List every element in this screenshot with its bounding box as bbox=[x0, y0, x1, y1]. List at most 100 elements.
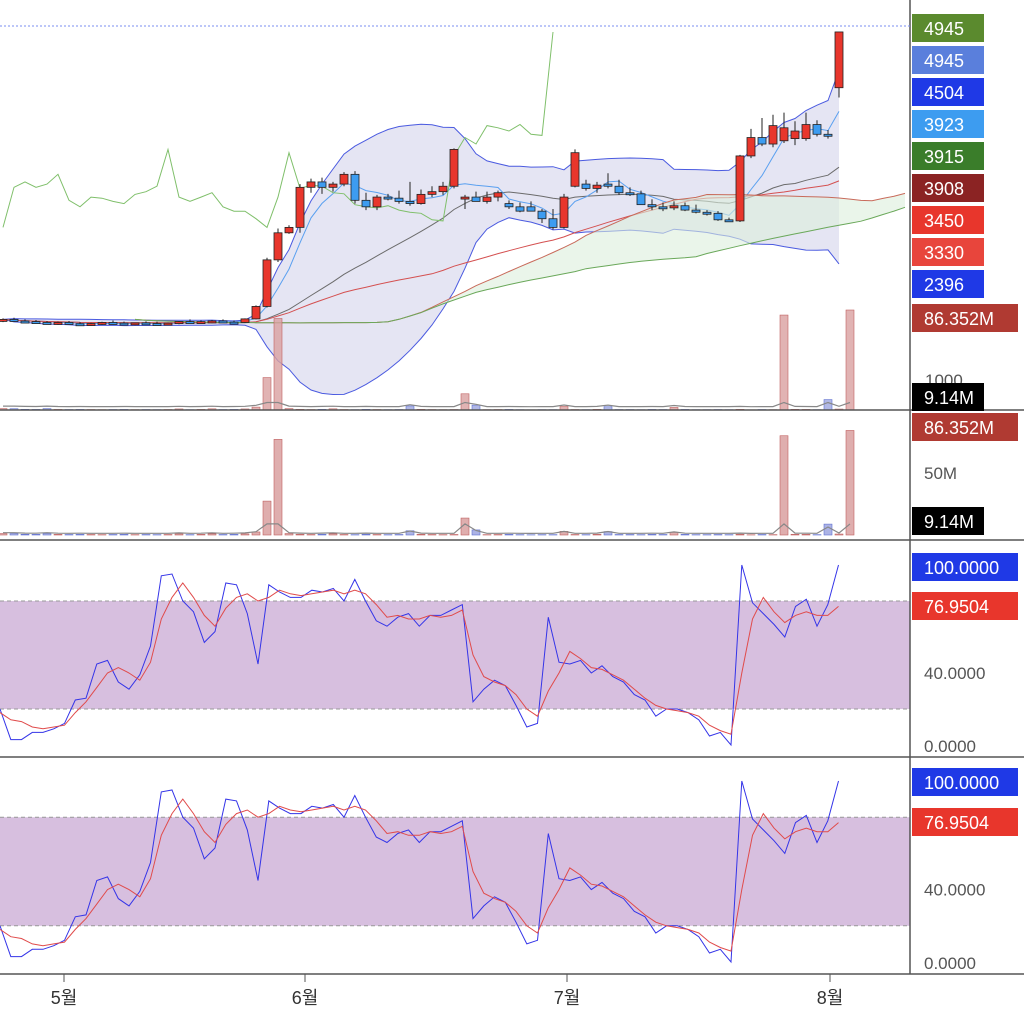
candle-body bbox=[636, 193, 646, 206]
candle-body bbox=[64, 322, 74, 325]
candle-body bbox=[108, 322, 118, 325]
stochastic-d-tag: 76.9504 bbox=[912, 808, 1018, 836]
price-tag: 3923 bbox=[912, 110, 984, 138]
price-tag: 3908 bbox=[912, 174, 984, 202]
candle-body bbox=[570, 152, 580, 187]
candle-body bbox=[812, 124, 822, 135]
candle-body bbox=[240, 318, 250, 323]
volume-bar bbox=[0, 533, 8, 536]
volume-bar bbox=[207, 533, 217, 536]
candle-body bbox=[669, 205, 679, 209]
value-tag-text: 3915 bbox=[924, 147, 964, 167]
price-panel[interactable]: 1000 bbox=[0, 31, 963, 411]
candle-body bbox=[504, 203, 514, 208]
volume-bar bbox=[823, 523, 833, 536]
stochastic-d-tag: 76.9504 bbox=[912, 592, 1018, 620]
candle-body bbox=[724, 219, 734, 223]
candle-body bbox=[427, 191, 437, 195]
axes bbox=[0, 0, 1024, 975]
value-tag-text: 100.0000 bbox=[924, 558, 999, 578]
volume-tag: 86.352M bbox=[912, 413, 1018, 441]
price-tag: 4945 bbox=[912, 46, 984, 74]
candle-body bbox=[658, 206, 668, 210]
stochastic-k-line bbox=[0, 564, 839, 747]
candle-body bbox=[306, 181, 316, 188]
stochastic-k-tag: 100.0000 bbox=[912, 553, 1018, 581]
value-tag-text: 3908 bbox=[924, 179, 964, 199]
volume-bar bbox=[845, 430, 855, 536]
candle-body bbox=[834, 31, 844, 89]
value-tag-background bbox=[912, 142, 984, 170]
candle-body bbox=[317, 181, 327, 188]
candle-body bbox=[713, 212, 723, 221]
candle-body bbox=[350, 173, 360, 201]
candle-body bbox=[53, 322, 63, 325]
volume-bar bbox=[779, 435, 789, 536]
value-tag-text: 9.14M bbox=[924, 512, 974, 532]
candle-body bbox=[152, 323, 162, 326]
candle-body bbox=[0, 319, 8, 322]
value-tag-text: 86.352M bbox=[924, 418, 994, 438]
candle-body bbox=[86, 323, 96, 326]
candle-body bbox=[229, 321, 239, 325]
value-tag-background bbox=[912, 553, 1018, 581]
candle-body bbox=[119, 322, 129, 326]
value-tag-text: 76.9504 bbox=[924, 813, 989, 833]
value-tag-background bbox=[912, 592, 1018, 620]
volume-bar bbox=[31, 534, 41, 536]
bollinger-band-fill bbox=[3, 70, 839, 395]
candle-body bbox=[537, 210, 547, 220]
volume-bar bbox=[790, 533, 800, 536]
candle-body bbox=[680, 205, 690, 211]
candle-body bbox=[262, 259, 272, 307]
candle-body bbox=[515, 206, 525, 212]
candle-body bbox=[218, 320, 228, 324]
candle-body bbox=[361, 199, 371, 208]
value-tag-background bbox=[912, 46, 984, 74]
volume-bar bbox=[647, 534, 657, 536]
candle-body bbox=[779, 127, 789, 142]
value-tag-background bbox=[912, 238, 984, 266]
value-tag-background bbox=[912, 507, 984, 535]
x-axis-label: 5월 bbox=[51, 988, 78, 1008]
value-tag-text: 3330 bbox=[924, 243, 964, 263]
value-tag-text: 2396 bbox=[924, 275, 964, 295]
volume-ma-tag: 9.14M bbox=[912, 507, 984, 535]
value-tag-background bbox=[912, 413, 1018, 441]
candle-body bbox=[174, 321, 184, 324]
value-tag-text: 4504 bbox=[924, 83, 964, 103]
x-axis-label: 8월 bbox=[817, 988, 844, 1008]
candle-body bbox=[130, 322, 140, 326]
volume-bar bbox=[240, 533, 250, 536]
value-tag-background bbox=[912, 304, 1018, 332]
volume-bar bbox=[229, 534, 239, 536]
volume-bar bbox=[42, 533, 52, 536]
candle-body bbox=[383, 196, 393, 200]
volume-panel[interactable]: 50M bbox=[0, 430, 957, 536]
candle-body bbox=[460, 196, 470, 200]
stochastic-panel-1[interactable]: 40.0000 0.0000 bbox=[0, 564, 985, 756]
stochastic-panel-2[interactable]: 40.0000 0.0000 bbox=[0, 780, 985, 973]
price-volume-ma-line bbox=[3, 401, 851, 408]
price-tag: 2396 bbox=[912, 270, 984, 298]
ichimoku-cloud bbox=[135, 193, 905, 323]
volume-bar bbox=[801, 534, 811, 536]
candle-body bbox=[471, 196, 481, 202]
candle-body bbox=[273, 232, 283, 261]
candle-body bbox=[31, 321, 41, 324]
stochastic-d-line bbox=[0, 582, 839, 735]
overbought-oversold-band bbox=[0, 817, 910, 926]
candle-body bbox=[746, 137, 756, 157]
price-volume-bar bbox=[823, 399, 833, 411]
volume-bar bbox=[295, 533, 305, 536]
value-tag-background bbox=[912, 808, 1018, 836]
candle-body bbox=[647, 204, 657, 208]
candle-body bbox=[97, 322, 107, 325]
value-tag-text: 3923 bbox=[924, 115, 964, 135]
price-volume-bar bbox=[845, 309, 855, 411]
value-tag-background bbox=[912, 768, 1018, 796]
volume-bar bbox=[20, 533, 30, 536]
volume-bar bbox=[680, 534, 690, 536]
candle-body bbox=[75, 323, 85, 327]
